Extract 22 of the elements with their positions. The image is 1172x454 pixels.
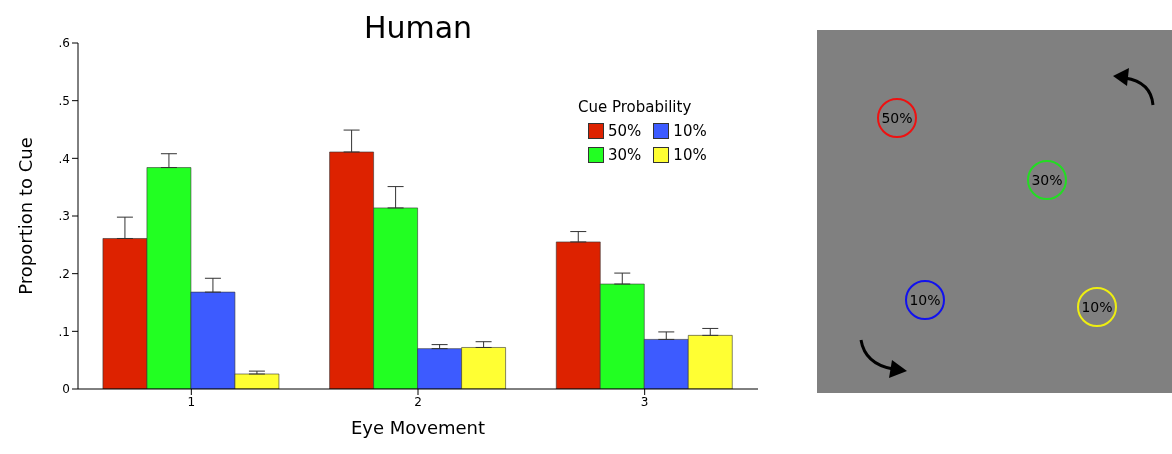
y-axis-title: Proportion to Cue	[15, 137, 37, 295]
y-tick-label: 0	[62, 382, 70, 397]
legend-label: 10%	[673, 146, 707, 164]
y-tick-label: .1	[58, 324, 70, 339]
text: 10%	[1081, 299, 1113, 315]
legend-label: 50%	[608, 122, 642, 140]
text: 50%	[881, 110, 913, 126]
x-tick-label: 2	[414, 394, 422, 409]
y-tick-label: .3	[58, 209, 70, 224]
y-tick-label: .6	[58, 36, 70, 51]
x-tick-label: 1	[187, 394, 196, 409]
x-tick-label: 3	[640, 394, 649, 409]
y-tick-label: .5	[58, 93, 70, 108]
x-axis-title: Eye Movement	[350, 417, 486, 438]
text: 10%	[909, 292, 941, 308]
text: 30%	[1031, 172, 1063, 188]
legend-label: 30%	[608, 146, 642, 164]
chart-title: Human	[362, 10, 474, 45]
y-tick-label: .4	[58, 151, 70, 166]
y-tick-label: .2	[58, 266, 70, 281]
legend-label: 10%	[673, 122, 707, 140]
legend-title: Cue Probability	[578, 98, 693, 116]
